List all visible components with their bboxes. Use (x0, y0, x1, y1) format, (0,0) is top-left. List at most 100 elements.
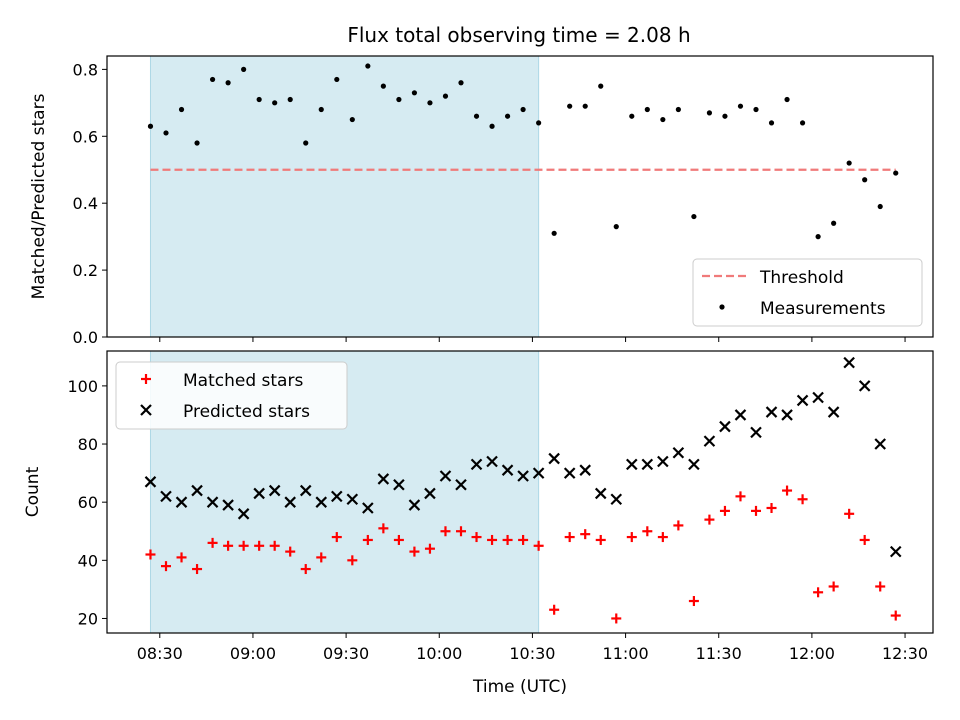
bottom-point-x (827, 406, 840, 418)
bottom-point-x (812, 391, 824, 404)
top-point-dot (194, 140, 200, 146)
top-point-dot (303, 140, 309, 146)
bottom-point-plus (254, 540, 265, 551)
bottom-point-x-b (517, 470, 529, 482)
bottom-point-plus (719, 505, 730, 516)
legend-measurements-swatch (719, 304, 725, 310)
bottom-point-plus (456, 526, 466, 537)
bottom-point-plus (378, 523, 389, 534)
bottom-point-x (408, 499, 421, 511)
top-ytick-label: 0.8 (73, 60, 98, 79)
legend-bottom-box (115, 361, 348, 430)
bottom-point-x (346, 493, 359, 506)
bottom-point-x (765, 406, 778, 418)
bottom-point-plus (176, 552, 187, 563)
bottom-point-x-b (563, 467, 576, 479)
bottom-point-x-b (750, 426, 762, 439)
legend-threshold-label: Threshold (759, 268, 844, 288)
bottom-point-x-b (594, 487, 607, 500)
top-point-dot (675, 106, 681, 113)
top-point-dot (846, 160, 852, 166)
legend-predicted-swatch-b (140, 404, 152, 416)
bottom-point-x (144, 476, 157, 488)
bottom-point-x-b (222, 499, 234, 511)
bottom-point-x (532, 467, 545, 479)
xtick-label: 10:00 (416, 644, 462, 663)
bottom-point-x-b (377, 473, 390, 485)
top-point-dot (567, 103, 573, 109)
top-point-dot (442, 93, 449, 99)
bottom-point-x (160, 490, 172, 503)
bottom-point-x-b (765, 406, 778, 418)
bottom-point-plus (269, 540, 280, 551)
bottom-point-x-b (501, 464, 514, 476)
bottom-point-plus (207, 537, 218, 548)
top-point-dot (209, 76, 216, 83)
bottom-point-x (517, 470, 529, 482)
bottom-point-plus (580, 529, 591, 540)
top-point-dot (473, 113, 480, 119)
bottom-point-x (889, 545, 902, 558)
bottom-point-plus (735, 491, 746, 502)
bottom-point-x-b (362, 502, 374, 514)
bottom-point-x-b (191, 484, 203, 497)
bottom-ytick-label: 80 (78, 435, 98, 454)
top-point-dot (536, 120, 542, 126)
bottom-ytick-label: 100 (67, 377, 98, 396)
bottom-point-plus (673, 520, 684, 531)
bottom-point-x (331, 490, 343, 503)
bottom-point-x (237, 508, 250, 520)
bottom-point-plus (440, 526, 451, 537)
bottom-point-plus (549, 604, 560, 615)
bottom-point-x-b (781, 409, 793, 421)
bottom-point-x-b (641, 458, 654, 471)
xtick-label: 12:30 (882, 644, 928, 663)
legend-measurements-label: Measurements (760, 299, 886, 319)
bottom-point-plus (642, 526, 653, 537)
top-highlight-span (149, 55, 540, 338)
bottom-point-x (470, 458, 483, 471)
top-point-dot (722, 113, 728, 119)
bottom-point-x (501, 464, 514, 476)
bottom-point-plus (890, 610, 901, 621)
bottom-point-plus (611, 613, 622, 624)
top-ytick-label: 0.2 (73, 261, 98, 280)
top-point-dot (380, 83, 386, 89)
bottom-point-x (486, 455, 498, 468)
bottom-point-x-b (579, 464, 591, 476)
bottom-point-plus (238, 540, 249, 551)
xtick-label: 10:30 (509, 644, 555, 663)
bottom-point-x-b (237, 508, 250, 520)
bottom-point-x (579, 464, 591, 476)
top-point-dot (225, 80, 231, 86)
bottom-point-x-b (424, 487, 436, 500)
bottom-point-plus (409, 546, 420, 557)
top-point-dot (365, 63, 371, 69)
top-point-dot (349, 116, 355, 123)
bottom-point-x (284, 496, 296, 508)
top-point-dot (504, 113, 511, 119)
top-point-dot (396, 96, 402, 103)
bottom-point-plus (797, 494, 808, 505)
bottom-point-plus (564, 532, 575, 543)
bottom-point-plus (316, 552, 327, 563)
bottom-point-x-b (796, 394, 809, 407)
bottom-point-x-b (315, 496, 328, 508)
bottom-point-x (626, 458, 638, 471)
bottom-point-x (393, 478, 405, 491)
top-point-dot (691, 213, 697, 220)
xtick-label: 11:30 (696, 644, 742, 663)
top-point-dot (799, 120, 806, 126)
bottom-point-x-b (299, 484, 312, 497)
bottom-point-plus (487, 534, 498, 545)
bottom-point-x (688, 458, 700, 471)
top-point-dot (768, 120, 775, 126)
bottom-point-x-b (284, 496, 296, 508)
bottom-point-x-b (548, 452, 560, 465)
chart-title: Flux total observing time = 2.08 h (347, 23, 690, 47)
bottom-point-x (175, 496, 188, 508)
bottom-point-plus (875, 581, 886, 592)
top-point-dot (489, 123, 495, 129)
bottom-point-x (858, 380, 871, 392)
